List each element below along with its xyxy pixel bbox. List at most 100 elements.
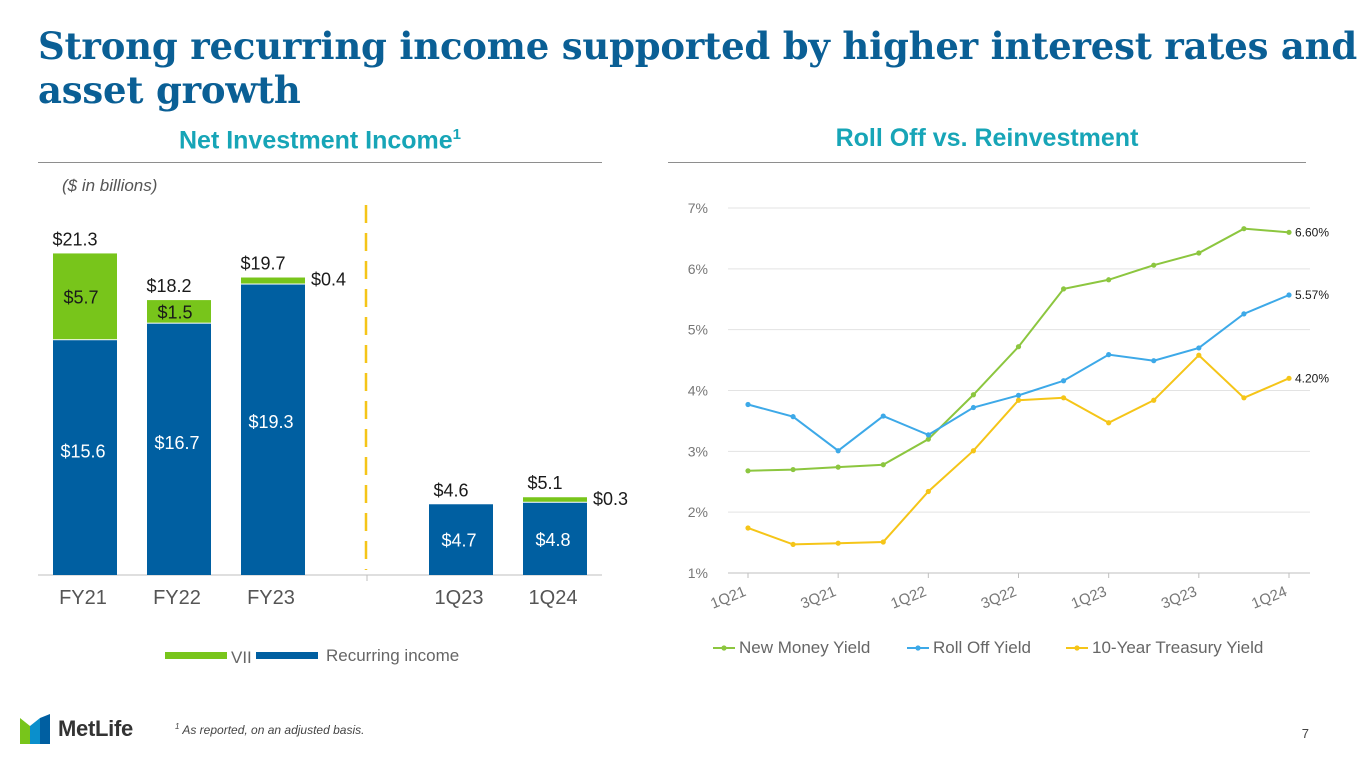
point-roll-off-3Q22 — [1015, 392, 1022, 398]
label-vii-1Q24: $0.3 — [593, 489, 628, 509]
point-roll-off-4Q21 — [880, 413, 886, 419]
label-total-1Q24: $5.1 — [527, 473, 562, 493]
metlife-logo-text: MetLife — [58, 716, 133, 741]
series-line-treasury — [747, 353, 1290, 546]
y-tick-2%: 2% — [688, 504, 708, 520]
label-recurring-FY21: $15.6 — [60, 442, 105, 462]
point-new-money-2Q23 — [1151, 262, 1157, 268]
series-line-new-money — [747, 227, 1290, 472]
bar-category-1Q24: 1Q24 — [529, 587, 578, 609]
point-new-money-1Q23 — [1106, 277, 1112, 283]
series-line-roll-off — [747, 294, 1290, 452]
footnote-marker: 1 — [175, 722, 180, 731]
label-vii-FY21: $5.7 — [63, 287, 98, 307]
point-roll-off-2Q22 — [970, 404, 977, 411]
label-vii-FY22: $1.5 — [157, 302, 192, 322]
point-treasury-1Q23 — [1106, 420, 1112, 426]
point-roll-off-1Q21 — [745, 401, 751, 408]
point-roll-off-1Q23 — [1106, 352, 1112, 358]
point-roll-off-1Q22 — [925, 432, 931, 438]
metlife-logo-icon — [20, 714, 50, 744]
legend-vii-label: VII — [231, 648, 252, 667]
point-treasury-1Q24 — [1286, 375, 1292, 381]
y-tick-6%: 6% — [688, 261, 708, 277]
x-tick-3Q23: 3Q23 — [1159, 583, 1199, 613]
x-tick-1Q21: 1Q21 — [708, 583, 748, 613]
point-new-money-2Q21 — [790, 466, 796, 473]
label-recurring-1Q24: $4.8 — [535, 530, 570, 550]
y-tick-3%: 3% — [688, 443, 708, 459]
point-roll-off-4Q22 — [1060, 378, 1067, 384]
label-recurring-FY22: $16.7 — [154, 433, 199, 453]
legend-marker-roll-off — [915, 645, 921, 651]
label-total-FY23: $19.7 — [240, 254, 285, 274]
net-investment-income-title-text: Net Investment Income — [178, 126, 453, 155]
x-tick-1Q24: 1Q24 — [1249, 583, 1289, 613]
label-recurring-1Q23: $4.7 — [441, 531, 476, 551]
label-total-FY21: $21.3 — [52, 229, 97, 249]
point-roll-off-3Q21 — [835, 448, 841, 454]
point-treasury-3Q22 — [1015, 397, 1022, 403]
point-new-money-4Q23 — [1241, 226, 1247, 232]
point-treasury-2Q23 — [1151, 397, 1157, 403]
point-roll-off-2Q21 — [790, 414, 796, 420]
legend-marker-treasury — [1074, 645, 1080, 651]
legend-recurring-label: Recurring income — [326, 646, 459, 665]
net-investment-income-chart: $15.6 $5.7 $21.3 FY21 $16.7 $1.5 $18.2 FY22 $19.… — [38, 205, 628, 667]
right-panel-rule — [668, 162, 1306, 163]
point-new-money-3Q22 — [1015, 344, 1022, 350]
bar-vii-FY22 — [147, 300, 211, 323]
point-new-money-3Q21 — [835, 464, 841, 470]
point-new-money-4Q21 — [880, 462, 886, 468]
legend-marker-new-money — [721, 645, 727, 651]
roll-off-title: Roll Off vs. Reinvestment — [835, 124, 1139, 152]
point-roll-off-4Q23 — [1241, 311, 1247, 317]
bar-vii-FY21 — [53, 253, 117, 340]
point-new-money-1Q22 — [925, 436, 931, 442]
point-treasury-4Q22 — [1060, 395, 1067, 401]
slide-title: Strong recurring income supported by hig… — [38, 24, 1358, 112]
x-tick-1Q22: 1Q22 — [888, 583, 928, 613]
label-vii-FY23: $0.4 — [311, 270, 346, 290]
page-number: 7 — [1301, 726, 1309, 741]
point-new-money-4Q22 — [1060, 286, 1067, 292]
point-treasury-2Q22 — [970, 448, 977, 454]
legend-recurring-swatch — [256, 652, 318, 659]
point-treasury-4Q23 — [1241, 395, 1247, 401]
left-panel-rule — [38, 162, 602, 163]
units-label: ($ in billions) — [62, 176, 158, 195]
metlife-logo: MetLife — [20, 714, 133, 744]
footnote: 1 As reported, on an adjusted basis. — [175, 722, 364, 737]
legend-label-new-money: New Money Yield — [739, 638, 870, 657]
legend-label-treasury: 10-Year Treasury Yield — [1092, 638, 1263, 657]
bar-vii-1Q24 — [523, 497, 587, 502]
point-new-money-1Q24 — [1286, 229, 1292, 235]
x-tick-3Q21: 3Q21 — [798, 583, 838, 613]
bar-vii-FY23 — [241, 277, 305, 284]
bar-recurring-FY23 — [241, 284, 305, 575]
point-treasury-4Q21 — [880, 539, 886, 545]
title-footnote-marker: 1 — [452, 126, 462, 143]
point-treasury-1Q22 — [925, 488, 931, 495]
bar-recurring-FY21 — [53, 340, 117, 575]
x-tick-1Q23: 1Q23 — [1069, 583, 1109, 613]
point-treasury-2Q21 — [790, 541, 796, 548]
roll-off-reinvestment-chart: 1% 2% 3% 4% 5% 6% 7% 1Q21 3Q21 1Q22 3Q22 1Q23 3Q23 1Q… — [688, 200, 1330, 657]
net-investment-income-title: Net Investment Income1 — [38, 126, 602, 155]
end-label-new-money: 6.60% — [1295, 225, 1329, 239]
point-roll-off-2Q23 — [1151, 358, 1157, 364]
label-total-1Q23: $4.6 — [433, 480, 468, 500]
point-new-money-2Q22 — [970, 392, 977, 398]
legend-label-roll-off: Roll Off Yield — [933, 638, 1031, 657]
x-tick-3Q22: 3Q22 — [979, 583, 1019, 613]
y-tick-4%: 4% — [688, 383, 708, 399]
footnote-text: As reported, on an adjusted basis. — [182, 723, 365, 737]
bar-category-FY23: FY23 — [247, 587, 295, 609]
point-treasury-3Q21 — [835, 540, 841, 546]
bar-category-FY21: FY21 — [59, 587, 107, 609]
point-treasury-3Q23 — [1196, 352, 1202, 358]
point-new-money-1Q21 — [745, 468, 751, 474]
point-roll-off-3Q23 — [1196, 345, 1202, 351]
label-total-FY22: $18.2 — [146, 276, 191, 296]
y-tick-7%: 7% — [688, 200, 708, 216]
